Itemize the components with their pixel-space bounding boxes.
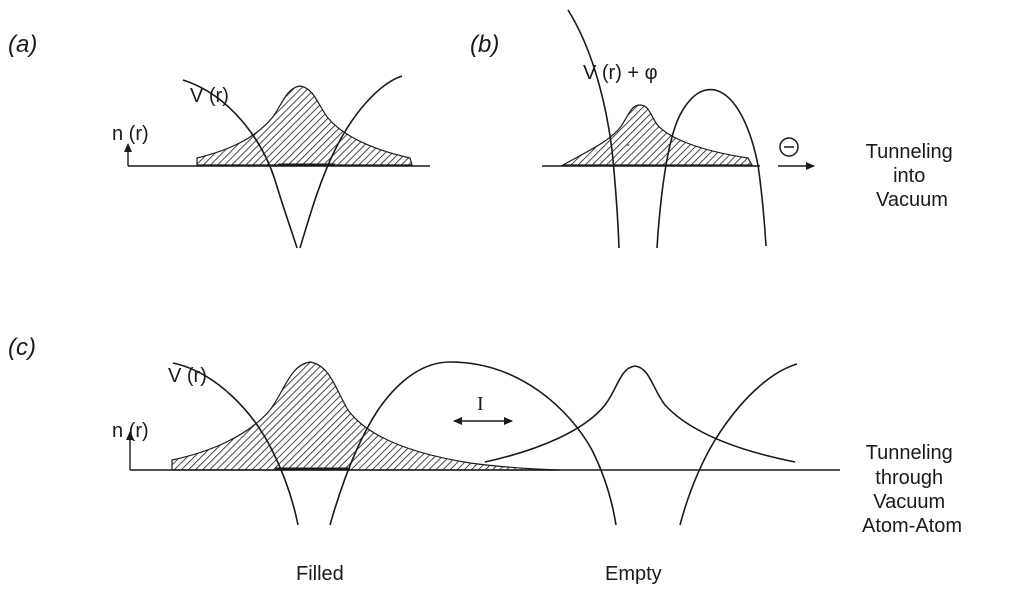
panel-b-label: (b): [470, 31, 499, 58]
filled-label: Filled: [296, 563, 344, 585]
panel-a-potential-label: V (r): [190, 85, 229, 107]
current-label: I: [477, 393, 484, 415]
panel-a-label: (a): [8, 31, 37, 58]
panel-a-density-label: n (r): [112, 123, 149, 145]
panel-b-side-label: Tunneling into Vacuum: [866, 141, 959, 211]
panel-b-minus-mark: -: [626, 137, 630, 151]
panel-b-electron-density: [563, 105, 752, 165]
panel-b-potential-right: [657, 90, 766, 248]
panel-a-electron-density: [197, 86, 412, 165]
panel-c-potential-label: V (r): [168, 365, 207, 387]
panel-b-potential-left: [568, 10, 619, 248]
panel-c-side-label: Tunneling through Vacuum Atom-Atom: [862, 442, 962, 537]
panel-c-potential-right: [680, 364, 797, 525]
empty-label: Empty: [605, 563, 662, 585]
panel-c: (c) V (r) n (r) I Filled Empty Tunneling…: [8, 334, 962, 585]
panel-b: (b) V (r) + φ - Tunneling into Vacuum: [470, 10, 958, 248]
panel-a: (a) V (r) n (r): [8, 31, 430, 248]
panel-c-label: (c): [8, 334, 36, 361]
panel-c-filled-density: [172, 362, 560, 470]
panel-c-empty-density: [485, 366, 795, 462]
